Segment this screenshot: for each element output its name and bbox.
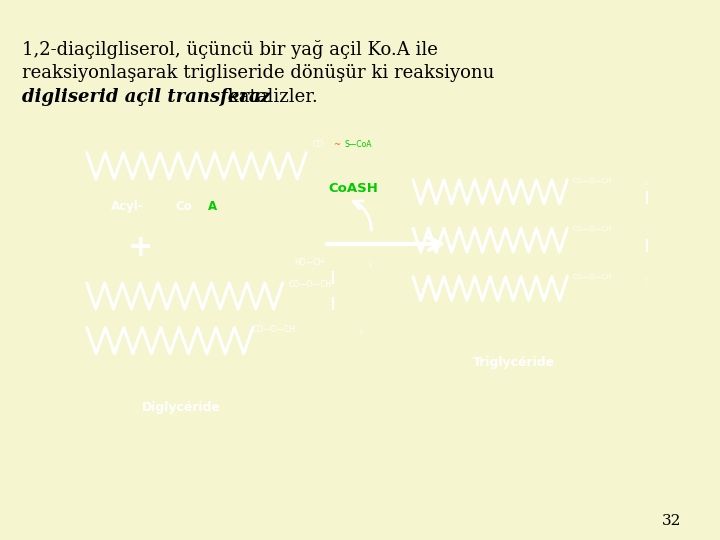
Text: Triglycéride: Triglycéride bbox=[473, 356, 555, 369]
Text: ~: ~ bbox=[333, 140, 340, 149]
Text: CO—O—CH: CO—O—CH bbox=[573, 178, 613, 184]
Text: CO—O—CH: CO—O—CH bbox=[289, 280, 332, 289]
Text: CO—O—CH: CO—O—CH bbox=[573, 226, 613, 232]
Text: S—CoA: S—CoA bbox=[345, 140, 372, 149]
Text: HO—CH: HO—CH bbox=[294, 258, 325, 267]
Text: ₂: ₂ bbox=[360, 327, 363, 336]
Text: reaksiyonlaşarak trigliseride dönüşür ki reaksiyonu: reaksiyonlaşarak trigliseride dönüşür ki… bbox=[22, 64, 495, 82]
Text: Diglycéride: Diglycéride bbox=[143, 401, 221, 414]
Text: ₂: ₂ bbox=[644, 179, 647, 186]
Text: ₂: ₂ bbox=[644, 276, 647, 282]
Text: CO: CO bbox=[312, 140, 323, 149]
Text: ₂: ₂ bbox=[369, 260, 372, 269]
Text: +: + bbox=[127, 233, 153, 262]
Text: CoASH: CoASH bbox=[329, 181, 379, 194]
Text: 1,2-diaçilgliserol, üçüncü bir yağ açil Ko.A ile: 1,2-diaçilgliserol, üçüncü bir yağ açil … bbox=[22, 40, 438, 59]
Text: katalizler.: katalizler. bbox=[222, 88, 318, 106]
Text: A: A bbox=[208, 200, 217, 213]
Text: Acyl-: Acyl- bbox=[111, 200, 143, 213]
Text: CO—O—CH: CO—O—CH bbox=[573, 274, 613, 280]
Text: 32: 32 bbox=[662, 514, 682, 528]
Text: digliserid açil transferaz: digliserid açil transferaz bbox=[22, 88, 271, 106]
Text: Co: Co bbox=[176, 200, 192, 213]
Text: CO—O—CH: CO—O—CH bbox=[253, 325, 296, 334]
